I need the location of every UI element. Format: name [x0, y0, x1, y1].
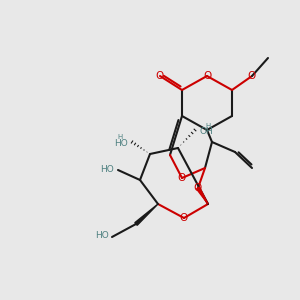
Text: OH: OH [199, 128, 213, 136]
Text: O: O [156, 71, 164, 81]
Text: O: O [180, 213, 188, 223]
Text: O: O [248, 71, 256, 81]
Text: HO: HO [95, 232, 109, 241]
Text: H: H [118, 134, 123, 140]
Text: HO: HO [100, 166, 114, 175]
Polygon shape [135, 204, 158, 225]
Text: HO: HO [114, 140, 128, 148]
Text: H: H [205, 123, 210, 129]
Polygon shape [196, 187, 208, 204]
Text: O: O [194, 183, 202, 193]
Text: O: O [178, 173, 186, 183]
Text: O: O [203, 71, 211, 81]
